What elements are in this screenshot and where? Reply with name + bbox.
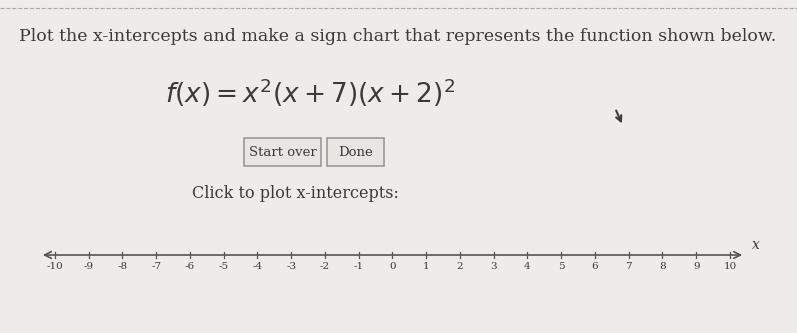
Text: x: x bbox=[752, 238, 760, 252]
Text: -10: -10 bbox=[47, 262, 64, 271]
Text: 8: 8 bbox=[659, 262, 665, 271]
Text: 0: 0 bbox=[389, 262, 396, 271]
Text: -7: -7 bbox=[151, 262, 161, 271]
Text: -4: -4 bbox=[253, 262, 262, 271]
Text: 9: 9 bbox=[693, 262, 700, 271]
Text: 2: 2 bbox=[457, 262, 463, 271]
Text: 1: 1 bbox=[423, 262, 430, 271]
Text: -9: -9 bbox=[84, 262, 94, 271]
FancyBboxPatch shape bbox=[327, 138, 384, 166]
Text: -8: -8 bbox=[117, 262, 128, 271]
Text: $f(x) = x^2(x + 7)(x + 2)^2$: $f(x) = x^2(x + 7)(x + 2)^2$ bbox=[165, 77, 455, 109]
Text: 6: 6 bbox=[591, 262, 599, 271]
Text: Start over: Start over bbox=[249, 146, 316, 159]
FancyBboxPatch shape bbox=[244, 138, 321, 166]
Text: 3: 3 bbox=[490, 262, 497, 271]
Text: Plot the x-intercepts and make a sign chart that represents the function shown b: Plot the x-intercepts and make a sign ch… bbox=[19, 28, 776, 45]
Text: -6: -6 bbox=[185, 262, 195, 271]
Text: 4: 4 bbox=[524, 262, 531, 271]
Text: Done: Done bbox=[338, 146, 373, 159]
Text: 5: 5 bbox=[558, 262, 564, 271]
Text: -1: -1 bbox=[354, 262, 363, 271]
Text: -2: -2 bbox=[320, 262, 330, 271]
Text: 10: 10 bbox=[724, 262, 736, 271]
Text: -3: -3 bbox=[286, 262, 296, 271]
Text: Click to plot x-intercepts:: Click to plot x-intercepts: bbox=[191, 185, 398, 202]
Text: -5: -5 bbox=[218, 262, 229, 271]
Text: 7: 7 bbox=[626, 262, 632, 271]
